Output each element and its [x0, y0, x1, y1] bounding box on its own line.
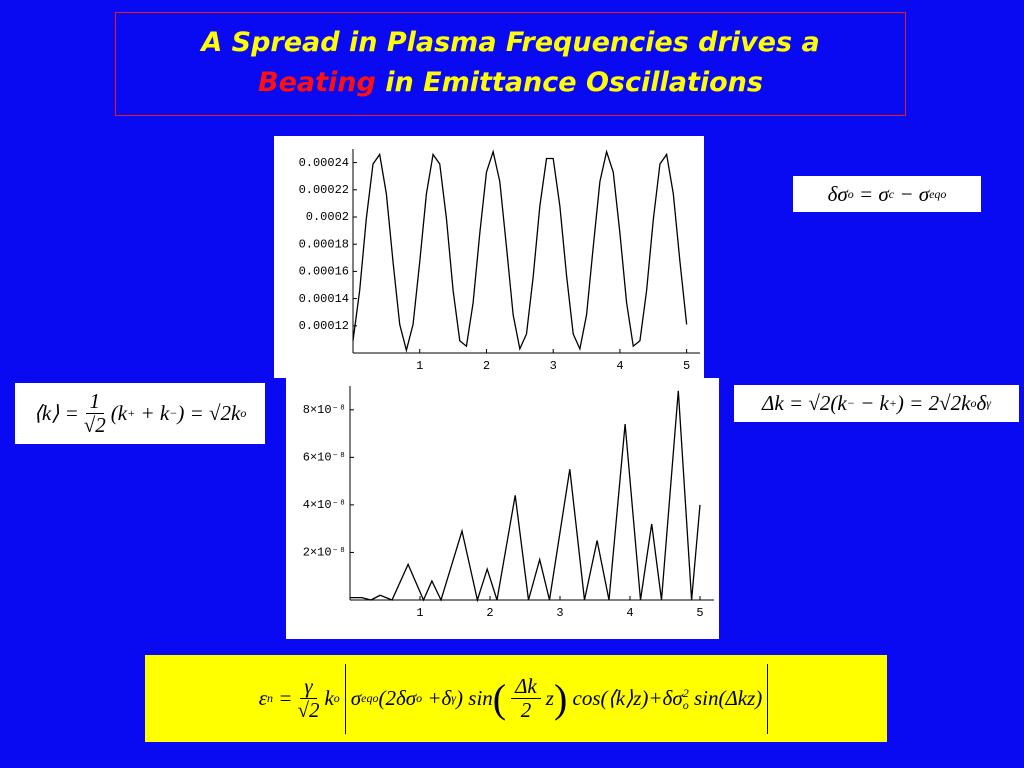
- eq-sub: +: [888, 396, 897, 410]
- eq-text: + k: [135, 401, 170, 425]
- eq-text: Δk = √2(k: [762, 391, 847, 415]
- eq-text: cos(⟨k⟩z)+δσ: [567, 686, 683, 710]
- chart: 1 2 3 4 5 0.00012 0.00014 0.00016 0.00018 0.0002 0…: [274, 136, 704, 378]
- y-tick-label: 2×10⁻⁸: [303, 546, 346, 560]
- eq-text: =: [273, 686, 293, 710]
- y-tick-label: 6×10⁻⁸: [303, 451, 346, 465]
- eq-text: − σ: [894, 181, 930, 206]
- eq-fraction: γ √2: [297, 674, 320, 722]
- eq-num: Δk: [511, 674, 541, 699]
- eq-sub: o: [970, 396, 977, 410]
- eq-text: σ: [350, 686, 362, 710]
- eq-sub: o: [847, 186, 854, 201]
- y-tick-label: 0.00022: [299, 183, 349, 197]
- x-tick-label: 4: [626, 606, 633, 620]
- x-tick-label: 5: [696, 606, 703, 620]
- eq-text: − k: [854, 391, 889, 415]
- eq-fraction: Δk 2: [511, 674, 541, 722]
- eq-text: z: [545, 686, 554, 710]
- eq-text: ⟨k⟩ =: [33, 401, 79, 425]
- title-text: in Emittance Oscillations: [385, 67, 763, 98]
- eq-sub: o: [682, 697, 689, 712]
- eq-text: ) sin: [456, 686, 493, 710]
- eq-sub: eqo: [929, 186, 947, 201]
- eq-text: ) = 2√2k: [896, 391, 971, 415]
- eq-text: sin(Δkz): [688, 686, 763, 710]
- y-tick-label: 4×10⁻⁸: [303, 498, 346, 512]
- y-tick-label: 8×10⁻⁸: [303, 403, 346, 417]
- abs-bar: [344, 663, 346, 734]
- paren: ): [553, 676, 568, 721]
- y-tick-label: 0.0002: [306, 210, 349, 224]
- equation: ⟨k⟩ = 1 √2 (k + + k −) = √2k o: [15, 383, 265, 444]
- eq-den: √2: [83, 413, 106, 437]
- data-line: [352, 149, 688, 353]
- eq-text: (k: [110, 401, 128, 425]
- x-tick-label: 1: [416, 606, 423, 620]
- eq-text: ) = √2k: [177, 401, 241, 425]
- x-tick-label: 4: [616, 359, 623, 373]
- eq-num: 1: [85, 389, 105, 414]
- equation: Δk = √2(k − − k +) = 2√2k o δ γ: [734, 385, 1019, 422]
- x-tick-label: 2: [483, 359, 490, 373]
- y-tick-label: 0.00024: [299, 156, 349, 170]
- eq-text: +δ: [422, 686, 452, 710]
- y-tick-label: 0.00018: [299, 237, 349, 251]
- eq-den: √2: [297, 698, 320, 722]
- eq-sub: n: [267, 691, 274, 705]
- x-tick-label: 3: [556, 606, 563, 620]
- eq-sub: o: [240, 406, 247, 420]
- eq-sup: 2: [682, 685, 689, 700]
- eq-text: = σ: [853, 181, 889, 206]
- eq-fraction: 1 √2: [83, 389, 106, 437]
- eq-den: 2: [520, 698, 532, 722]
- eq-sub: c: [888, 186, 895, 201]
- x-tick-label: 3: [550, 359, 557, 373]
- eq-sub: γ: [986, 396, 991, 410]
- x-tick-label: 1: [416, 359, 423, 373]
- eq-sub: −: [846, 396, 855, 410]
- abs-bar: [767, 663, 769, 734]
- title-box: A Spread in Plasma Frequencies drives a …: [115, 12, 906, 116]
- eq-text: δσ: [827, 181, 848, 206]
- x-tick-label: 2: [486, 606, 493, 620]
- eq-sub: γ: [451, 691, 457, 705]
- eq-text: k: [324, 686, 334, 710]
- y-tick-label: 0.00014: [299, 292, 349, 306]
- eq-num: γ: [300, 674, 317, 699]
- x-tick-label: 5: [683, 359, 690, 373]
- title-highlight: Beating: [258, 67, 376, 98]
- eq-text: (2δσ: [378, 686, 417, 710]
- eq-sub: −: [169, 406, 178, 420]
- title-line: Beating in Emittance Oscillations: [116, 63, 905, 103]
- eq-sub: o: [416, 691, 423, 705]
- data-line: [350, 390, 701, 603]
- paren: (: [492, 676, 507, 721]
- eq-sub: +: [127, 406, 136, 420]
- eq-text: δ: [976, 391, 987, 415]
- y-tick-label: 0.00012: [299, 319, 349, 333]
- y-tick-label: 0.00016: [299, 265, 349, 279]
- eq-sub: o: [333, 691, 340, 705]
- eq-text: ε: [258, 686, 268, 710]
- eq-sub: eqo: [361, 691, 379, 705]
- chart: 1 2 3 4 5 2×10⁻⁸ 4×10⁻⁸ 6×10⁻⁸ 8×10⁻⁸: [286, 378, 719, 639]
- title-line: A Spread in Plasma Frequencies drives a: [201, 27, 820, 58]
